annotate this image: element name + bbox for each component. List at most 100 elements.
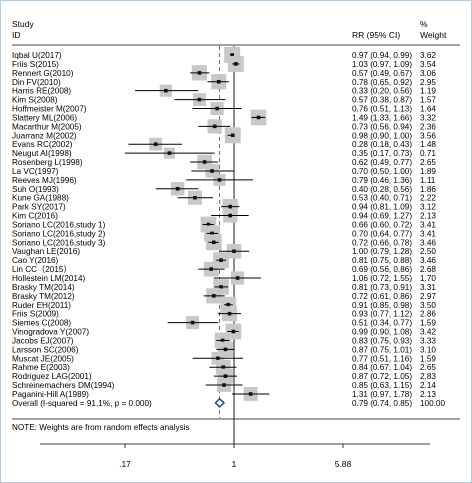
study-weight: 2.86 [420,310,436,319]
point-estimate [248,392,253,396]
study-ci: 0.94 (0.69, 1.27) [352,212,412,221]
study-ci: 0.33 (0.20, 0.56) [352,87,412,96]
study-label: Ruder EH(2011) [12,301,71,310]
study-ci: 0.66 (0.60, 0.72) [352,220,412,229]
study-weight: 1.70 [420,274,436,283]
point-estimate [193,195,197,200]
study-label: Friis S(2009) [12,310,59,319]
study-ci: 0.53 (0.40, 0.71) [352,194,412,203]
study-weight: 1.19 [420,87,436,96]
point-estimate [215,106,219,111]
study-ci: 0.73 (0.56, 0.94) [352,122,412,131]
point-estimate [256,115,261,120]
study-weight: 1.89 [420,167,436,176]
study-label: Rosenberg L(1998) [12,158,83,167]
point-estimate [219,285,223,289]
study-label: Juarranz M(2002) [12,131,77,140]
study-ci: 0.94 (0.81, 1.09) [352,203,412,212]
study-label: Friis S(2015) [12,60,59,69]
study-weight: 1.59 [420,354,436,363]
study-ci: 0.77 (0.51, 1.16) [352,354,412,363]
study-ci: 0.51 (0.34, 0.77) [352,319,412,328]
study-weight: 2.13 [420,390,436,399]
study-ci: 1.49 (1.33, 1.66) [352,113,412,122]
point-estimate [220,338,225,343]
study-ci: 0.72 (0.66, 0.78) [352,238,412,247]
study-label: Neugut AI(1998) [12,149,72,158]
study-weight: 3.06 [420,69,436,78]
header-id: ID [12,30,21,40]
point-estimate [175,187,180,191]
point-estimate [197,97,202,102]
study-weight: 3.56 [420,131,436,140]
study-label: Brasky TM(2014) [12,283,75,292]
point-estimate [234,62,238,66]
study-weight: 1.57 [420,96,436,105]
study-ci: 0.70 (0.64, 0.77) [352,229,412,238]
study-ci: 0.69 (0.56, 0.86) [352,265,412,274]
study-label: Rahme E(2003) [12,363,70,372]
study-ci: 0.40 (0.28, 0.56) [352,185,412,194]
study-weight: 3.50 [420,301,436,310]
point-estimate [217,178,222,182]
study-label: Cao Y(2016) [12,256,59,265]
point-estimate [209,267,213,271]
study-ci: 0.97 (0.94, 0.99) [352,51,412,60]
header-rr: RR (95% CI) [352,30,400,40]
point-estimate [227,311,232,316]
study-label: Paganini-Hill A(1989) [12,390,89,399]
study-weight: 3.33 [420,336,436,345]
study-ci: 0.84 (0.67, 1.04) [352,363,412,372]
point-estimate [202,160,207,164]
study-weight: 2.83 [420,372,436,381]
point-estimate [212,124,217,129]
study-ci: 0.93 (0.77, 1.12) [352,310,412,319]
study-ci: 0.76 (0.51, 1.13) [352,105,412,114]
study-label: Schreinemachers DM(1994) [12,381,115,390]
study-label: Vinogradova Y(2007) [12,328,89,337]
x-tick-label: 1 [232,459,237,469]
study-ci: 0.98 (0.90, 1.00) [352,131,412,140]
study-weight: 3.10 [420,345,436,354]
point-estimate [190,320,195,325]
study-weight: 3.41 [420,220,436,229]
x-axis-ticks: .17 1 5.88 [119,444,352,469]
study-weight: 3.31 [420,283,436,292]
study-label: Kim S(2008) [12,96,58,105]
header-weight: Weight [420,30,447,40]
x-tick-label: .17 [119,459,131,469]
overall-diamond [214,397,226,408]
study-label: Soriano LC(2016,study 1) [12,220,106,229]
study-weight: 1.59 [420,319,436,328]
study-label: Lin CC（2015） [12,265,72,274]
study-weight: 3.46 [420,256,436,265]
point-estimate [197,71,202,75]
study-weight: 3.32 [420,113,436,122]
study-ci: 0.81 (0.73, 0.91) [352,283,412,292]
study-weight: 1.48 [420,140,436,149]
study-label: Din FV(2010) [12,78,61,87]
study-rows: Iqbal U(2017) 0.97 (0.94, 0.99) 3.62 Friis … [12,47,445,408]
study-label: Kune GA(1988) [12,194,69,203]
header-study: Study [12,19,34,29]
point-estimate [223,347,228,352]
study-ci: 0.78 (0.65, 0.92) [352,78,412,87]
study-label: Soriano LC(2016,study 2) [12,229,106,238]
study-weight: 2.95 [420,78,436,87]
study-ci: 1.31 (0.97, 1.78) [352,390,412,399]
point-estimate [230,133,235,138]
study-weight: 2.14 [420,381,436,390]
point-estimate [231,329,236,334]
study-label: Jacobs EJ(2007) [12,336,74,345]
study-ci: 0.99 (0.90, 1.08) [352,328,412,337]
study-ci: 0.83 (0.75, 0.93) [352,336,412,345]
study-weight: 3.62 [420,51,436,60]
point-estimate [223,374,228,378]
study-label: Siemes C(2008) [12,319,71,328]
study-weight: 3.46 [420,238,436,247]
point-estimate [221,365,226,369]
study-weight: 3.41 [420,229,436,238]
study-ci: 1.06 (0.72, 1.55) [352,274,412,283]
study-label: Suh O(1993) [12,185,59,194]
